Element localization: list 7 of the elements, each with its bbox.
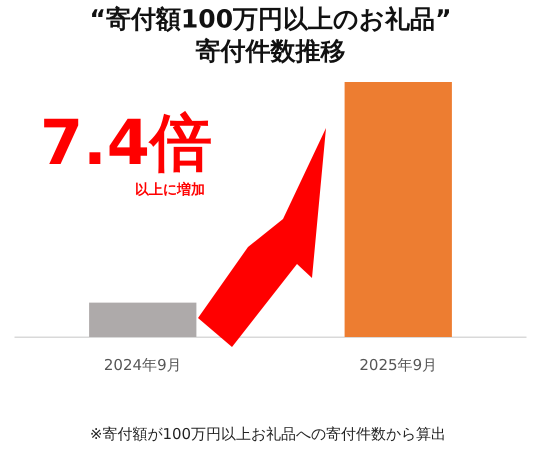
x-tick-label: 2025年9月 <box>359 356 438 374</box>
x-tick-label: 2024年9月 <box>104 356 182 374</box>
chart-subtitle: 寄付件数推移 <box>196 36 346 66</box>
text: ※寄付額が100万円以上お礼品への寄付件数から算出 <box>90 425 446 443</box>
chart-title: “寄付額100万円以上のお礼品” <box>89 4 452 34</box>
annotation: 以上に増加 <box>135 181 205 198</box>
annotation: 7.4倍 <box>40 106 212 179</box>
